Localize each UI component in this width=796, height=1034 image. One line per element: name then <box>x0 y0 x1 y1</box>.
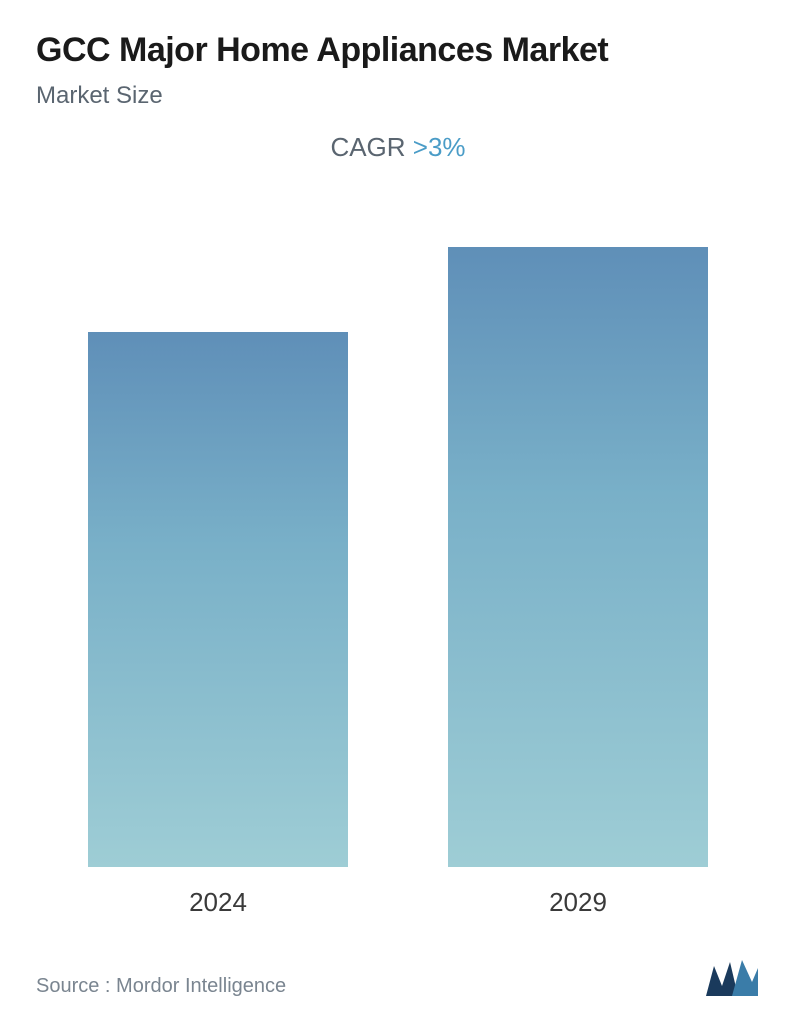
bar-group-1: 2029 <box>448 247 708 918</box>
header: GCC Major Home Appliances Market Market … <box>36 28 760 110</box>
chart-subtitle: Market Size <box>36 82 760 110</box>
logo-icon <box>704 958 760 998</box>
bar-label-1: 2029 <box>549 887 607 918</box>
cagr-value: >3% <box>413 132 466 162</box>
chart-container: GCC Major Home Appliances Market Market … <box>0 0 796 1034</box>
bar-1 <box>448 247 708 867</box>
cagr-row: CAGR >3% <box>36 132 760 163</box>
chart-area: 2024 2029 <box>36 243 760 918</box>
chart-title: GCC Major Home Appliances Market <box>36 28 760 72</box>
bar-0 <box>88 332 348 867</box>
bar-group-0: 2024 <box>88 332 348 918</box>
source-text: Source : Mordor Intelligence <box>36 975 286 998</box>
footer: Source : Mordor Intelligence <box>36 938 760 1006</box>
cagr-label: CAGR <box>330 132 412 162</box>
bar-label-0: 2024 <box>189 887 247 918</box>
